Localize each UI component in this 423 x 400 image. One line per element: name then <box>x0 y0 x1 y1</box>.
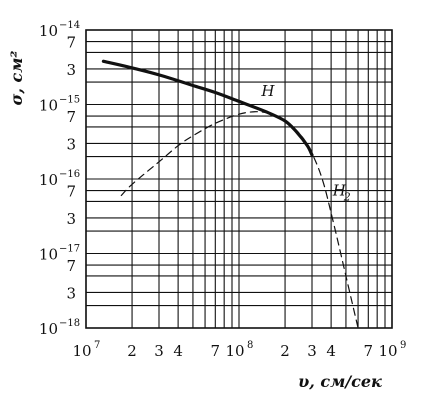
y-tick-label-3: 10 <box>39 97 58 115</box>
series-annotations: HH2 <box>260 82 350 204</box>
grid <box>85 29 393 329</box>
y-tick-label-2: 3 <box>66 61 76 79</box>
y-tick-label-5: 3 <box>66 135 76 153</box>
x-tick-label-9: 7 <box>364 342 374 360</box>
y-tick-label-11: 3 <box>66 284 76 302</box>
x-tick-label-8: 4 <box>326 342 336 360</box>
x-tick-label-6: 2 <box>280 342 290 360</box>
y-tick-label-12: 10 <box>39 320 58 338</box>
x-tick-label-2: 3 <box>154 342 164 360</box>
x-axis-label: υ, см/сек <box>298 372 382 391</box>
x-tick-exp-5: 8 <box>247 340 253 351</box>
annotation-0: H <box>260 82 275 100</box>
y-tick-exp-9: −17 <box>59 244 80 255</box>
x-tick-labels: 10 7 2 3 4 7 10 8 2 3 4 7 10 9 <box>72 340 406 360</box>
x-tick-exp-0: 7 <box>94 340 100 351</box>
y-tick-label-7: 7 <box>66 183 76 201</box>
y-tick-exp-6: −16 <box>59 169 80 180</box>
x-tick-exp-10: 9 <box>400 340 406 351</box>
y-tick-label-6: 10 <box>39 171 58 189</box>
x-tick-label-5: 10 <box>225 342 244 360</box>
y-tick-label-1: 7 <box>66 34 76 52</box>
series-H-line <box>101 59 314 157</box>
x-tick-label-10: 10 <box>378 342 397 360</box>
series-layer <box>101 59 359 329</box>
y-tick-label-4: 7 <box>66 108 76 126</box>
x-tick-label-0: 10 <box>72 342 91 360</box>
y-tick-exp-0: −14 <box>59 20 80 31</box>
y-tick-label-10: 7 <box>66 257 76 275</box>
plot-frame <box>85 29 393 329</box>
y-tick-label-9: 10 <box>39 246 58 264</box>
annotation-1: H <box>332 182 347 200</box>
y-axis-label: σ, см² <box>7 51 26 106</box>
y-tick-label-0: 10 <box>39 22 58 40</box>
x-tick-label-1: 2 <box>127 342 137 360</box>
series-H2-line <box>120 111 359 329</box>
y-tick-exp-3: −15 <box>59 95 80 106</box>
x-tick-label-3: 4 <box>173 342 183 360</box>
annotation-sub-1: 2 <box>343 191 351 204</box>
y-tick-label-8: 3 <box>66 210 76 228</box>
y-tick-exp-12: −18 <box>59 318 80 329</box>
x-tick-label-4: 7 <box>211 342 221 360</box>
x-tick-label-7: 3 <box>307 342 317 360</box>
